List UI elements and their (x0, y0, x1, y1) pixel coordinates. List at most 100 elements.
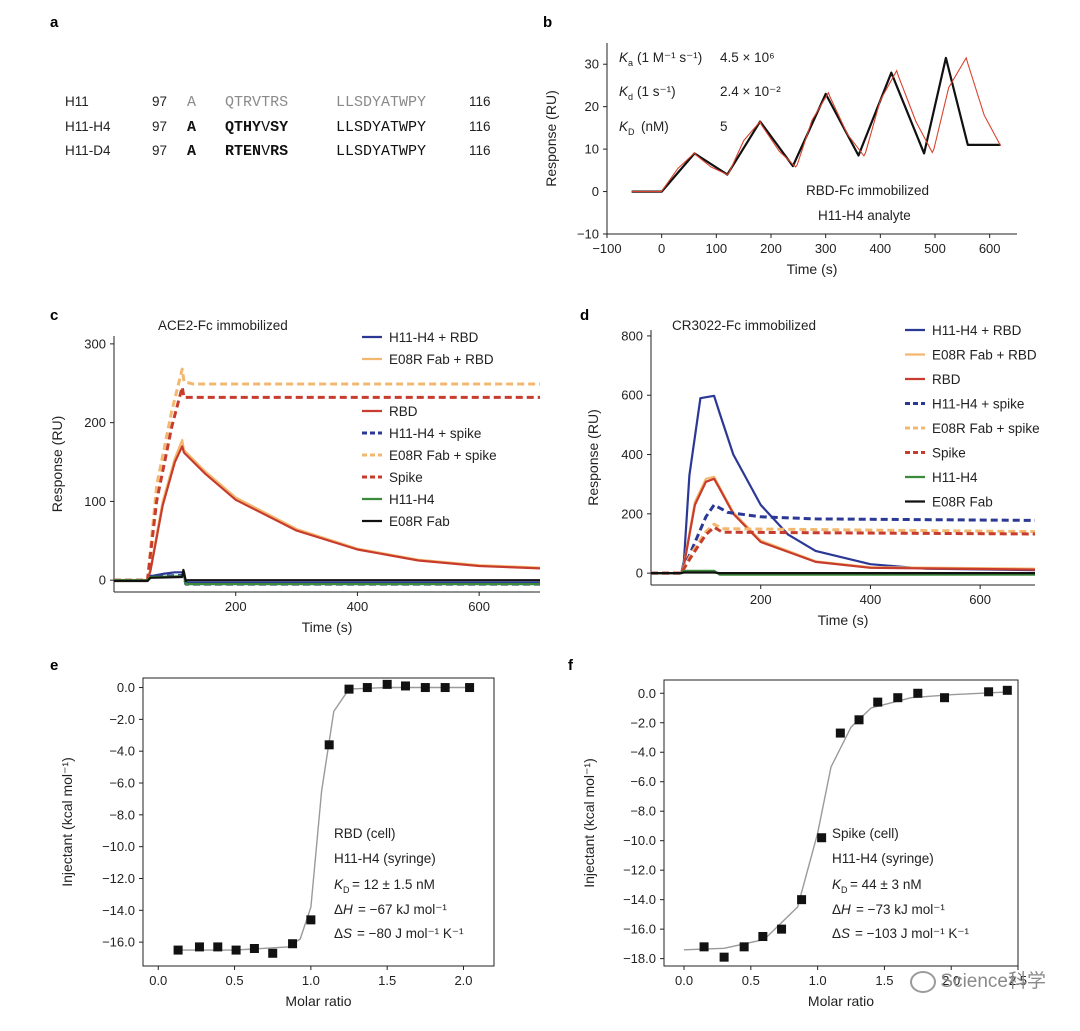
legend-label: H11-H4 + RBD (932, 323, 1022, 338)
e-ann-ds: = −80 J mol⁻¹ K⁻¹ (357, 926, 464, 941)
e-ann-cell: RBD (cell) (334, 826, 396, 841)
b-note-1: RBD-Fc immobilized (806, 183, 929, 198)
y-tick-label: −8.0 (630, 804, 656, 819)
wechat-icon (910, 970, 937, 993)
y-tick-label: −14.0 (623, 892, 656, 907)
plot-d: 200 400 600 0 200 400 600 800 Time (s) Response (… (585, 323, 1040, 628)
panel-d: d CR3022-Fc immobilized 200 400 600 0 200 400… (580, 307, 1040, 628)
x-tick-label: 0.0 (675, 973, 693, 988)
data-point (268, 948, 278, 958)
data-point (719, 952, 729, 962)
data-point (699, 942, 709, 952)
seq-row-residue: A (187, 119, 196, 136)
data-point (344, 684, 354, 694)
y-axis-label: Response (RU) (585, 409, 601, 505)
seq-residue: V (261, 119, 270, 136)
seq-row-tail: LLSDYATWPY (336, 94, 426, 111)
data-point (854, 715, 864, 725)
x-tick-label: 1.0 (302, 973, 320, 988)
seq-row-end: 116 (469, 119, 491, 134)
x-tick-label: 2.0 (942, 973, 960, 988)
panel-f: f 0.0 0.5 1.0 1.5 2.0 2.5 0.0 −2.0 −4.0 −6.0 −8.0 −… (568, 657, 1027, 1009)
axes-frame (663, 679, 1019, 967)
data-point (739, 942, 749, 952)
x-tick-label: 100 (705, 241, 727, 256)
data-point (913, 688, 923, 698)
legend-label: E08R Fab + spike (932, 421, 1040, 436)
x-tick-label: 2.0 (454, 973, 472, 988)
seq-residue: V (261, 143, 270, 160)
seq-row-variable-region: RTENVRS (225, 143, 288, 160)
x-axis-label: Time (s) (302, 619, 353, 635)
x-tick-label: −100 (592, 241, 621, 256)
series-line-h11-h4-rbd (651, 394, 1035, 575)
panel-letter-e: e (50, 657, 58, 674)
y-tick-label: −6.0 (109, 776, 135, 791)
series-line-trace (631, 56, 1001, 193)
seq-row-variable-region: QTHYVSY (225, 119, 288, 136)
data-point (873, 697, 883, 707)
data-point (893, 693, 903, 703)
y-tick-label: 0.0 (638, 686, 656, 701)
x-tick-label: 600 (979, 241, 1001, 256)
y-tick-label: −12.0 (102, 871, 135, 886)
x-axis-label: Molar ratio (808, 993, 874, 1009)
plot-c: 200 400 600 0 100 200 300 Time (s) Response (RU)… (49, 330, 540, 635)
KD-symbol: KD (619, 119, 635, 137)
y-tick-label: 10 (585, 142, 599, 157)
seq-residue: H (243, 119, 252, 136)
seq-residue: Q (225, 94, 234, 111)
x-tick-label: 1.5 (875, 973, 893, 988)
y-axis-label: Response (RU) (543, 90, 559, 186)
watermark-text: Science科学 (940, 971, 1046, 992)
seq-row-name: H11-H4 (65, 119, 111, 134)
y-tick-label: 600 (621, 388, 643, 403)
series-line-e08r-fab (651, 571, 1035, 575)
data-point (797, 895, 807, 905)
y-tick-label: 0.0 (117, 680, 135, 695)
seq-row-end: 116 (469, 143, 491, 158)
seq-row-start: 97 (152, 143, 167, 158)
seq-residue: Q (225, 119, 234, 136)
panel-d-title: CR3022-Fc immobilized (672, 318, 816, 333)
seq-residue: N (252, 143, 261, 160)
data-point (382, 679, 392, 689)
data-point (324, 740, 334, 750)
x-axis-label: Molar ratio (285, 993, 351, 1009)
legend-label: H11-H4 (389, 492, 435, 507)
ka-value: 4.5 × 10⁶ (720, 50, 775, 65)
f-ann-syringe: H11-H4 (syringe) (832, 851, 934, 866)
f-ann-kd: = 44 ± 3 nM (850, 877, 922, 892)
panel-c-title: ACE2-Fc immobilized (158, 318, 288, 333)
y-tick-label: −14.0 (102, 903, 135, 918)
e-ann-dh-symbol: ΔH (334, 902, 353, 917)
panel-b: b −100 0 100 200 300 400 500 600−100102030Time … (543, 14, 1017, 277)
y-tick-label: 200 (621, 506, 643, 521)
seq-residue: R (270, 143, 279, 160)
series-line-e08r-fab (114, 568, 540, 583)
y-tick-label: −6.0 (630, 774, 656, 789)
y-tick-label: 0 (592, 184, 599, 199)
panel-letter-a: a (50, 14, 59, 31)
fit-curve (683, 691, 1012, 951)
data-point (173, 945, 183, 955)
x-axis-label: Time (s) (787, 261, 838, 277)
series-line-rbd (651, 477, 1035, 575)
legend-label: RBD (932, 372, 961, 387)
y-tick-label: 400 (621, 447, 643, 462)
plot-area (631, 56, 1002, 193)
y-tick-label: −16.0 (102, 935, 135, 950)
x-tick-label: 500 (924, 241, 946, 256)
ka-units: (1 M⁻¹ s⁻¹) (637, 50, 702, 65)
panel-f-annotation: Spike (cell) H11-H4 (syringe) KD = 44 ± … (832, 826, 970, 941)
y-tick-label: −12.0 (623, 863, 656, 878)
seq-residue: T (234, 119, 243, 136)
seq-row-tail: LLSDYATWPY (336, 119, 426, 136)
legend-label: E08R Fab + spike (389, 448, 497, 463)
data-point (777, 924, 787, 934)
x-tick-label: 600 (969, 592, 991, 607)
seq-residue: R (225, 143, 234, 160)
